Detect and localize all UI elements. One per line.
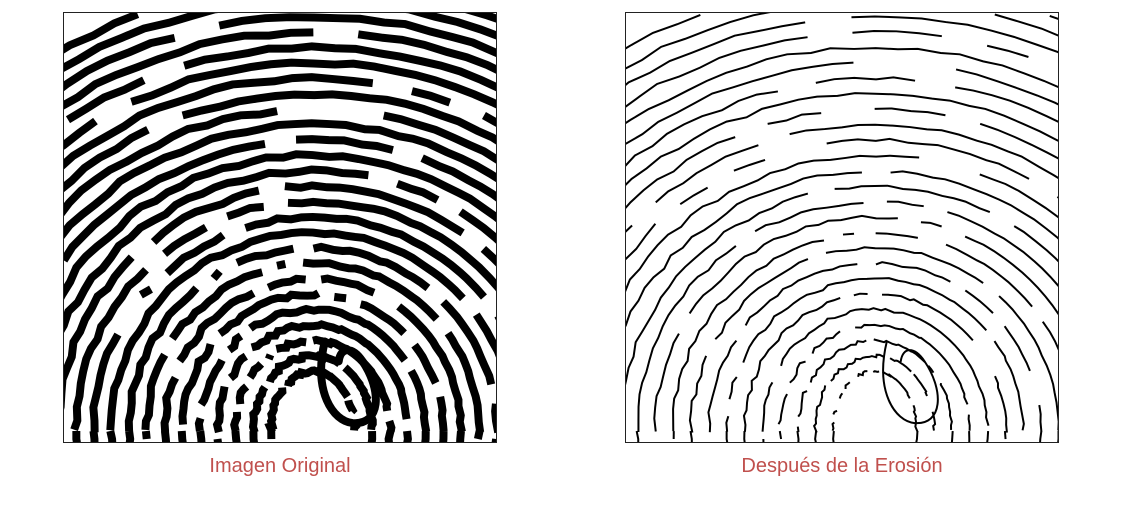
- fingerprint-ridge: [653, 214, 1058, 432]
- fingerprint-ridge: [626, 30, 1029, 108]
- fingerprint-ridge-leg: [1039, 430, 1043, 442]
- fingerprint-ridge: [64, 181, 496, 410]
- fingerprint-ridge: [124, 242, 496, 434]
- fingerprint-ridge-leg: [743, 431, 746, 442]
- fingerprint-ridge-leg: [456, 430, 465, 442]
- fingerprint-eroded-icon: [626, 13, 1058, 442]
- fingerprint-ridge-leg: [421, 431, 430, 442]
- fingerprint-ridge: [626, 13, 1058, 50]
- fingerprint-ridge: [626, 123, 1058, 233]
- fingerprint-ridge: [64, 150, 496, 300]
- fingerprint-ridge: [688, 246, 1058, 433]
- fingerprint-ridge: [637, 200, 1058, 432]
- fingerprint-ridge: [725, 277, 1025, 432]
- fingerprint-ridge: [626, 170, 1058, 328]
- fingerprint-ridge: [812, 353, 937, 433]
- fingerprint-ridge: [64, 135, 496, 263]
- fingerprint-ridge-leg: [403, 430, 412, 442]
- fingerprint-ridge: [194, 304, 431, 433]
- fingerprint-ridge: [742, 292, 1008, 433]
- fingerprint-ridge: [626, 137, 1058, 261]
- fingerprint-ridge-leg: [125, 430, 135, 442]
- fingerprint-ridge: [64, 165, 496, 333]
- fingerprint-ridge-leg: [635, 430, 640, 442]
- fingerprint-ridge: [626, 47, 1058, 125]
- original-image-caption: Imagen Original: [209, 455, 351, 477]
- fingerprint-ridge-leg: [491, 438, 496, 442]
- fingerprint-ridge-leg: [814, 430, 818, 442]
- fingerprint-ridge-leg: [986, 430, 990, 442]
- fingerprint-ridge: [777, 323, 971, 431]
- fingerprint-ridge: [89, 212, 496, 433]
- fingerprint-ridge-leg: [89, 430, 99, 442]
- fingerprint-ridge: [626, 15, 1058, 86]
- fingerprint-ridge-leg: [725, 431, 729, 442]
- fingerprint-ridge: [626, 154, 1058, 293]
- fingerprint-ridge: [264, 366, 361, 434]
- fingerprint-ridge-leg: [231, 430, 241, 442]
- fingerprint-ridge: [64, 90, 496, 193]
- fingerprint-ridge-leg: [1003, 430, 1007, 440]
- fingerprint-ridge: [248, 350, 377, 434]
- fingerprint-ridge-leg: [915, 430, 919, 442]
- fingerprint-original-icon: [64, 13, 496, 442]
- fingerprint-ridge-leg: [473, 430, 484, 440]
- fingerprint-core-ridge: [882, 340, 939, 425]
- fingerprint-ridge: [70, 197, 496, 431]
- fingerprint-ridge: [65, 42, 496, 124]
- fingerprint-ridge: [230, 335, 396, 433]
- fingerprint-ridge-leg: [439, 431, 448, 442]
- fingerprint-ridge: [64, 28, 496, 110]
- fingerprint-ridge: [626, 61, 1058, 145]
- fingerprint-ridge: [160, 274, 466, 433]
- fingerprint-ridge-leg: [796, 430, 800, 442]
- fingerprint-ridge: [626, 92, 1058, 186]
- fingerprint-ridge-leg: [196, 430, 206, 442]
- fingerprint-ridge: [64, 119, 496, 239]
- fingerprint-ridge-leg: [689, 430, 693, 442]
- fingerprint-ridge: [64, 58, 496, 150]
- fingerprint-ridge-leg: [106, 430, 117, 442]
- fingerprint-ridge: [626, 76, 1058, 167]
- fingerprint-ridge-leg: [832, 430, 835, 442]
- fingerprint-ridge-leg: [778, 430, 783, 440]
- fingerprint-ridge: [672, 232, 1058, 432]
- fingerprint-ridge-leg: [160, 430, 171, 442]
- fingerprint-ridge-leg: [384, 430, 395, 442]
- original-fingerprint-image: [63, 12, 497, 443]
- fingerprint-ridge-leg: [177, 430, 187, 442]
- fingerprint-ridge: [707, 261, 1043, 433]
- fingerprint-ridge-leg: [72, 431, 81, 442]
- fingerprint-ridge: [64, 13, 496, 54]
- fingerprint-ridge-leg: [367, 431, 377, 442]
- fingerprint-ridge: [178, 289, 448, 432]
- fingerprint-ridge-leg: [249, 431, 258, 442]
- fingerprint-ridge: [106, 228, 496, 431]
- eroded-image-caption: Después de la Erosión: [741, 455, 943, 477]
- fingerprint-ridge-leg: [213, 438, 222, 442]
- fingerprint-ridge: [626, 13, 1058, 70]
- eroded-fingerprint-image: [625, 12, 1059, 443]
- fingerprint-ridge-leg: [950, 430, 954, 442]
- fingerprint-ridge: [796, 338, 953, 433]
- fingerprint-ridge: [761, 307, 990, 432]
- fingerprint-ridge: [141, 258, 485, 433]
- fingerprint-ridge-leg: [141, 430, 151, 440]
- fingerprint-ridge: [831, 370, 919, 433]
- fingerprint-ridge: [626, 107, 1058, 209]
